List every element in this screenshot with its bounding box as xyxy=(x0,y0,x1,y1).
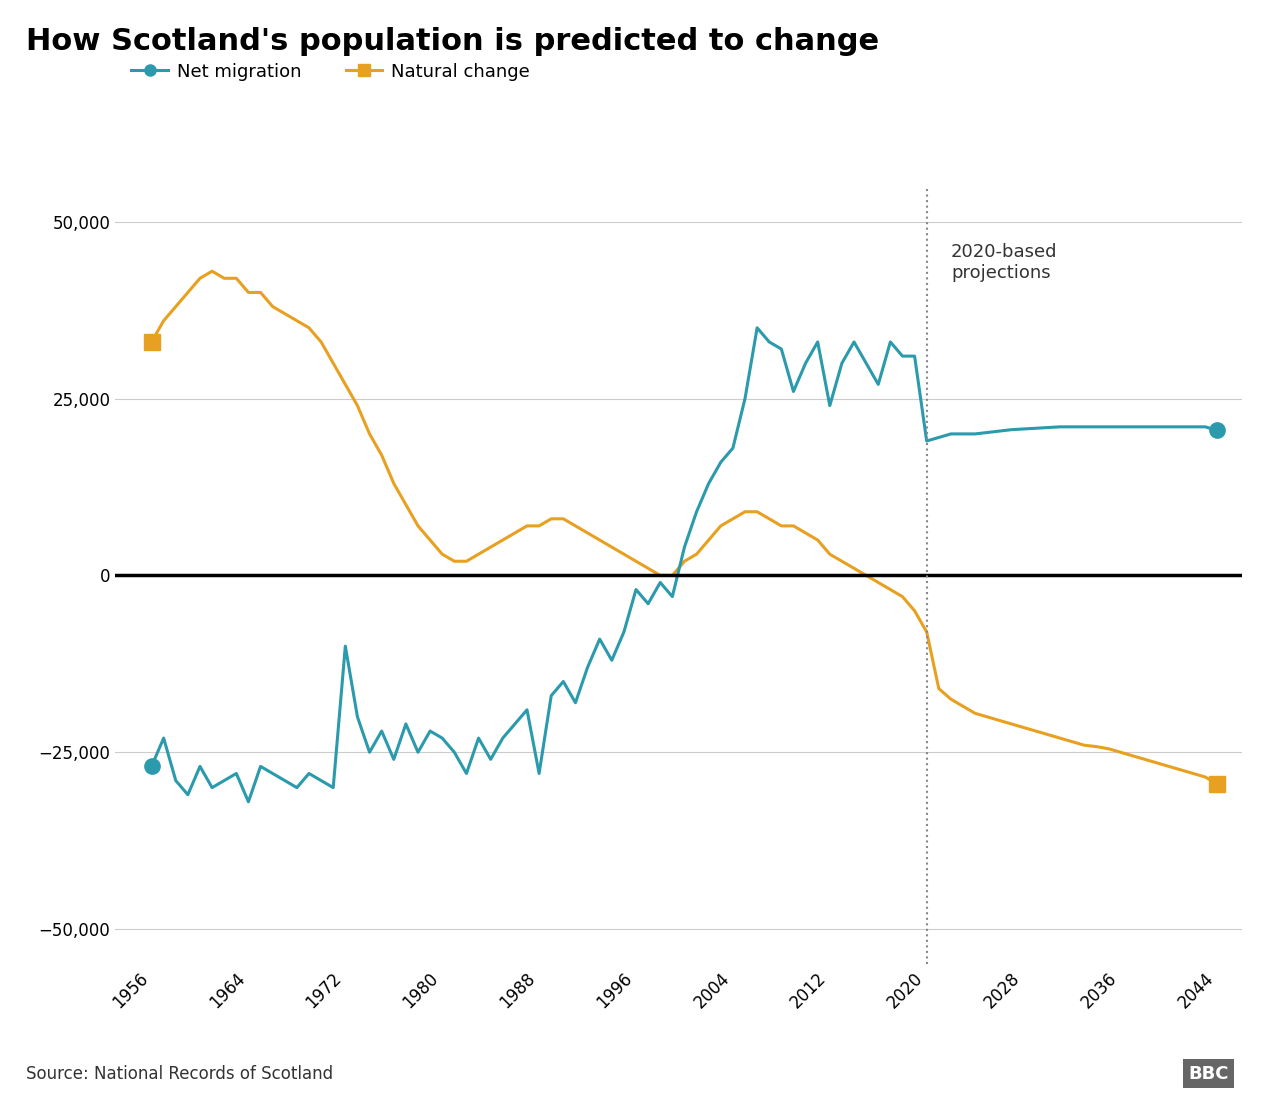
Legend: Net migration, Natural change: Net migration, Natural change xyxy=(124,55,538,88)
Text: Source: National Records of Scotland: Source: National Records of Scotland xyxy=(26,1065,333,1083)
Text: BBC: BBC xyxy=(1188,1065,1229,1083)
Text: How Scotland's population is predicted to change: How Scotland's population is predicted t… xyxy=(26,27,879,56)
Text: 2020-based
projections: 2020-based projections xyxy=(951,243,1057,282)
